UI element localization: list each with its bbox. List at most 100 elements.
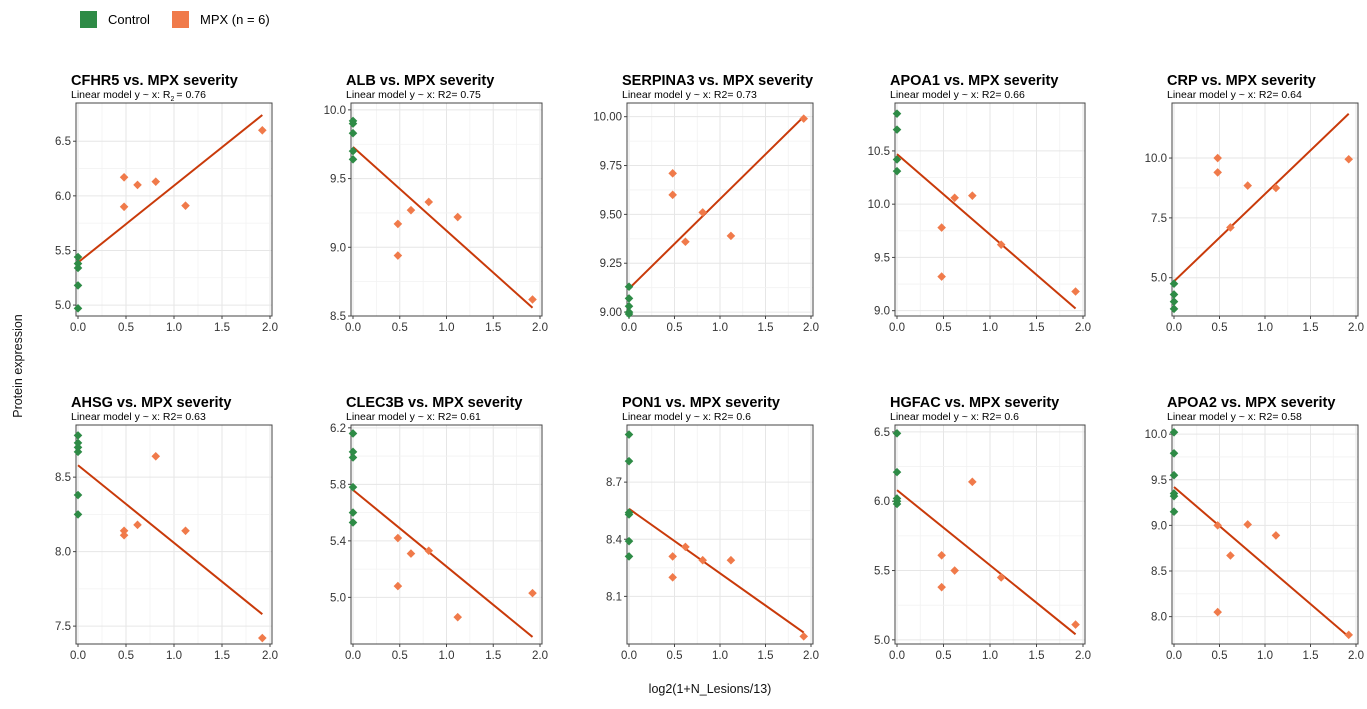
x-tick-label: 1.5 bbox=[1029, 650, 1045, 662]
point-control bbox=[624, 536, 634, 546]
point-mpx bbox=[151, 177, 161, 186]
y-tick-label: 9.50 bbox=[600, 209, 622, 221]
point-control bbox=[348, 453, 358, 462]
panel-title: AHSG vs. MPX severity bbox=[71, 395, 231, 411]
legend-swatch-mpx bbox=[172, 11, 189, 28]
point-mpx bbox=[119, 172, 129, 182]
x-tick-label: 2.0 bbox=[532, 322, 548, 334]
x-tick-label: 0.0 bbox=[889, 322, 905, 334]
legend-label-mpx: MPX (n = 6) bbox=[200, 12, 270, 27]
x-tick-label: 1.5 bbox=[214, 650, 230, 662]
y-tick-label: 8.0 bbox=[1151, 612, 1167, 624]
x-tick-label: 1.5 bbox=[1303, 650, 1319, 662]
point-control bbox=[1169, 297, 1179, 306]
x-tick-label: 0.0 bbox=[70, 322, 86, 334]
point-mpx bbox=[1071, 620, 1080, 629]
point-mpx bbox=[1226, 551, 1235, 560]
legend: Control MPX (n = 6) bbox=[80, 11, 270, 28]
point-control bbox=[73, 252, 83, 262]
x-tick-label: 2.0 bbox=[803, 322, 819, 334]
x-tick-label: 2.0 bbox=[1075, 322, 1091, 334]
point-mpx bbox=[406, 549, 416, 558]
point-mpx bbox=[133, 520, 142, 530]
x-tick-label: 0.5 bbox=[667, 650, 683, 662]
point-control bbox=[1169, 491, 1179, 501]
point-mpx bbox=[1213, 153, 1222, 163]
x-tick-label: 0.0 bbox=[889, 650, 905, 662]
point-mpx bbox=[406, 205, 416, 215]
x-tick-label: 1.0 bbox=[712, 650, 728, 662]
point-mpx bbox=[668, 573, 677, 582]
panel-subtitle: Linear model y ~ x: R2= 0.6 bbox=[622, 411, 751, 423]
gridlines bbox=[627, 103, 813, 316]
x-tick-label: 0.5 bbox=[118, 322, 134, 334]
point-mpx bbox=[726, 231, 736, 241]
legend-label-control: Control bbox=[108, 12, 150, 27]
y-tick-label: 8.5 bbox=[55, 472, 71, 484]
point-mpx bbox=[937, 582, 946, 592]
fit-line bbox=[896, 489, 1077, 636]
point-mpx bbox=[181, 526, 190, 536]
y-tick-label: 5.0 bbox=[330, 592, 346, 604]
y-tick-label: 6.0 bbox=[55, 191, 71, 203]
point-mpx bbox=[1071, 287, 1080, 296]
y-tick-label: 10.0 bbox=[868, 199, 890, 211]
point-control bbox=[892, 155, 902, 164]
panel-title: SERPINA3 vs. MPX severity bbox=[622, 73, 813, 89]
point-control bbox=[892, 125, 902, 134]
x-tick-label: 2.0 bbox=[803, 650, 819, 662]
fit-line bbox=[628, 115, 805, 290]
x-tick-label: 1.0 bbox=[1257, 650, 1273, 662]
point-mpx bbox=[181, 201, 190, 210]
point-control bbox=[1169, 470, 1179, 480]
panel-subtitle: Linear model y ~ x: R2= 0.66 bbox=[890, 89, 1025, 101]
x-tick-label: 2.0 bbox=[262, 322, 278, 334]
x-tick-label: 1.0 bbox=[982, 322, 998, 334]
y-tick-label: 7.5 bbox=[55, 621, 71, 633]
legend-swatch-control bbox=[80, 11, 97, 28]
x-tick-label: 2.0 bbox=[532, 650, 548, 662]
x-tick-label: 0.5 bbox=[936, 322, 952, 334]
x-tick-label: 1.0 bbox=[712, 322, 728, 334]
point-control bbox=[624, 309, 634, 319]
y-tick-label: 7.5 bbox=[1151, 213, 1167, 225]
point-control bbox=[73, 490, 83, 500]
fit-line bbox=[352, 489, 534, 638]
point-control bbox=[624, 456, 634, 466]
x-tick-label: 1.5 bbox=[1303, 322, 1319, 334]
panel-subtitle: Linear model y ~ x: R2 = 0.76 bbox=[71, 89, 206, 103]
point-control bbox=[73, 431, 83, 440]
point-mpx bbox=[424, 546, 434, 556]
point-mpx bbox=[1213, 607, 1222, 617]
y-tick-label: 8.4 bbox=[606, 534, 623, 546]
point-control bbox=[73, 510, 83, 519]
point-control bbox=[1169, 304, 1179, 314]
y-tick-label: 10.0 bbox=[324, 105, 346, 117]
gridlines bbox=[1172, 425, 1358, 644]
x-tick-label: 0.0 bbox=[1166, 650, 1182, 662]
x-tick-label: 1.0 bbox=[166, 322, 182, 334]
point-mpx bbox=[453, 212, 463, 222]
point-mpx bbox=[668, 169, 677, 178]
point-control bbox=[73, 263, 83, 273]
point-control bbox=[348, 482, 358, 492]
y-tick-label: 5.4 bbox=[330, 536, 347, 548]
x-tick-label: 0.5 bbox=[392, 322, 408, 334]
point-control bbox=[348, 508, 358, 517]
y-tick-label: 6.5 bbox=[55, 136, 71, 148]
x-tick-label: 0.5 bbox=[1212, 322, 1228, 334]
gridlines bbox=[895, 103, 1085, 316]
y-tick-label: 9.5 bbox=[330, 174, 346, 186]
point-control bbox=[73, 259, 83, 268]
y-tick-label: 5.0 bbox=[874, 635, 890, 647]
point-mpx bbox=[681, 237, 690, 247]
y-tick-label: 8.7 bbox=[606, 477, 622, 489]
point-mpx bbox=[937, 550, 946, 560]
x-tick-label: 1.5 bbox=[485, 650, 501, 662]
x-tick-label: 2.0 bbox=[262, 650, 278, 662]
x-tick-label: 0.5 bbox=[936, 650, 952, 662]
y-tick-label: 10.0 bbox=[1145, 153, 1167, 165]
x-tick-label: 1.0 bbox=[982, 650, 998, 662]
point-control bbox=[348, 119, 358, 128]
